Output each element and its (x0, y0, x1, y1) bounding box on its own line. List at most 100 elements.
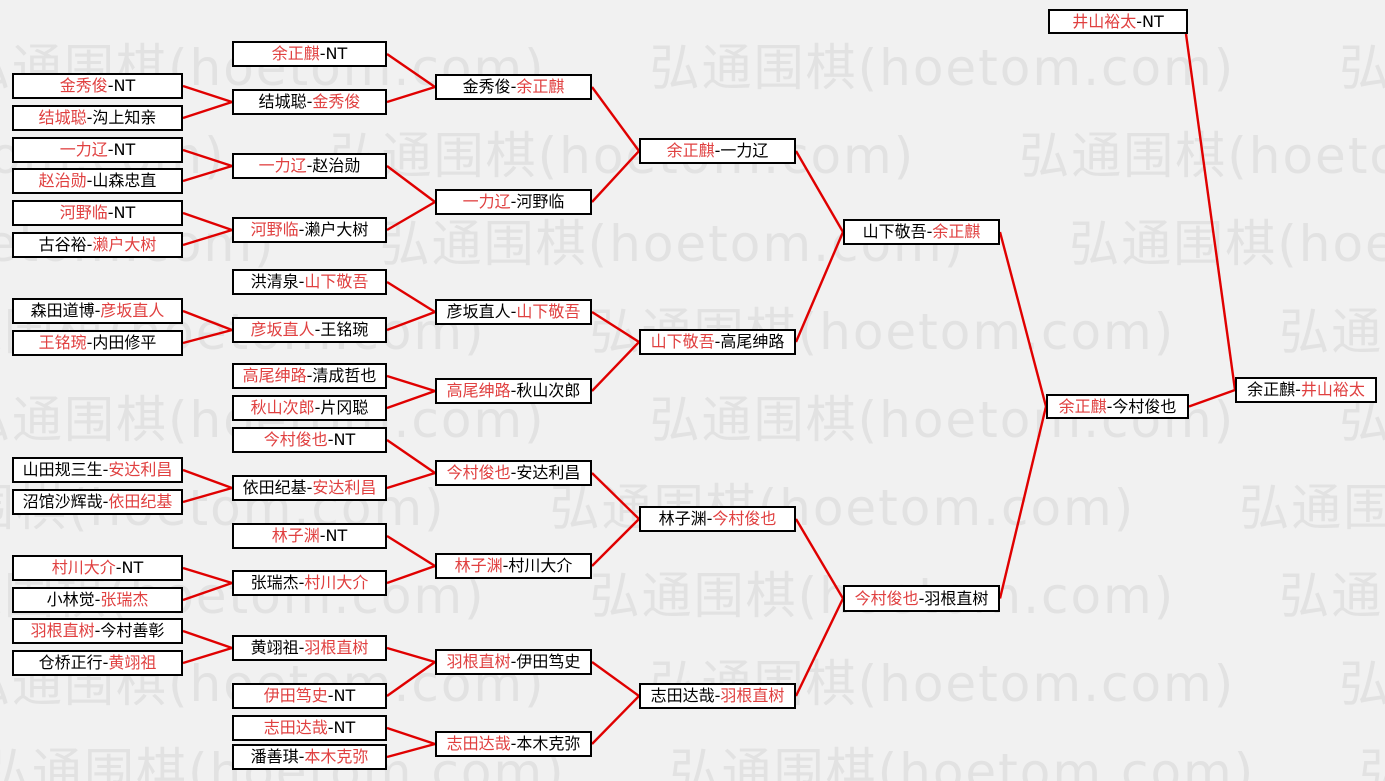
separator-dash: - (510, 652, 517, 671)
separator-dash: - (86, 108, 93, 127)
player-name-left: 依田纪基 (242, 478, 307, 497)
player-name-right: 彦坂直人 (100, 301, 165, 320)
player-name-right: 本木克弥 (304, 747, 369, 766)
separator-dash: - (510, 381, 517, 400)
separator-dash: - (510, 734, 517, 753)
match-box-b15: 志田达哉 - NT (232, 715, 387, 741)
separator-dash: - (314, 320, 321, 339)
player-name-left: 古谷裕 (38, 235, 87, 254)
match-box-b14: 伊田笃史 - NT (232, 683, 387, 709)
player-name-left: 小林觉 (46, 590, 95, 609)
player-name-left: 秋山次郎 (250, 398, 315, 417)
match-box-s1: 井山裕太 - NT (1048, 9, 1188, 34)
player-name-right: 村川大介 (508, 556, 573, 575)
separator-dash: - (510, 77, 517, 96)
separator-dash: - (298, 747, 305, 766)
watermark-text-row: 弘通围棋(hoetom.com) 弘通围棋(hoetom.com) 弘通围棋(h… (0, 215, 1385, 273)
match-box-b11: 林子渊 - NT (232, 523, 387, 549)
separator-dash: - (94, 301, 101, 320)
bracket-line-a2-b2 (182, 100, 233, 120)
match-box-c2: 一力辽 - 河野临 (435, 189, 592, 215)
player-name-left: 余正麒 (666, 141, 715, 160)
bracket-line-a13-b13 (182, 629, 233, 650)
player-name-right: 黄翊祖 (108, 653, 157, 672)
match-box-a5: 河野临 - NT (12, 200, 183, 226)
player-name-left: 志田达哉 (650, 686, 715, 705)
match-box-b12: 张瑞杰 - 村川大介 (232, 570, 387, 596)
separator-dash: - (115, 558, 122, 577)
player-name-right: 今村俊也 (1112, 396, 1177, 416)
match-box-b4: 河野临 - 濑户大树 (232, 217, 387, 243)
match-box-c6: 林子渊 - 村川大介 (435, 553, 592, 579)
player-name-right: NT (113, 140, 136, 159)
match-box-a4: 赵治勋 - 山森忠直 (12, 168, 183, 194)
match-box-b6: 彦坂直人 - 王铭琬 (232, 317, 387, 343)
separator-dash: - (94, 590, 101, 609)
separator-dash: - (510, 302, 517, 321)
separator-dash: - (714, 141, 721, 160)
separator-dash: - (510, 463, 517, 482)
player-name-right: 内田修平 (92, 333, 157, 352)
player-name-left: 余正麒 (1058, 396, 1107, 416)
player-name-left: 余正麒 (271, 44, 320, 63)
match-box-d4: 志田达哉 - 羽根直树 (639, 683, 796, 709)
match-box-a6: 古谷裕 - 濑户大树 (12, 232, 183, 258)
separator-dash: - (327, 718, 334, 737)
player-name-left: 伊田笃史 (263, 686, 328, 705)
separator-dash: - (298, 220, 305, 239)
player-name-left: 结城聪 (258, 92, 307, 111)
match-box-b1: 余正麒 - NT (232, 41, 387, 67)
player-name-left: 河野临 (59, 203, 108, 222)
player-name-left: 村川大介 (51, 558, 116, 577)
separator-dash: - (510, 192, 517, 211)
player-name-right: NT (113, 203, 136, 222)
player-name-left: 羽根直树 (446, 652, 511, 671)
player-name-right: 一力辽 (720, 141, 769, 160)
match-box-a12: 小林觉 - 张瑞杰 (12, 587, 183, 613)
player-name-left: 洪清泉 (250, 272, 299, 291)
separator-dash: - (918, 588, 925, 608)
match-box-b3: 一力辽 - 赵治勋 (232, 153, 387, 179)
separator-dash: - (298, 638, 305, 657)
player-name-right: 安达利昌 (108, 460, 173, 479)
separator-dash: - (107, 76, 114, 95)
player-name-left: 彦坂直人 (446, 302, 511, 321)
separator-dash: - (319, 526, 326, 545)
player-name-right: 山下敬吾 (304, 272, 369, 291)
player-name-left: 赵治勋 (38, 171, 87, 190)
separator-dash: - (1136, 11, 1143, 31)
match-box-b10: 依田纪基 - 安达利昌 (232, 475, 387, 501)
separator-dash: - (319, 44, 326, 63)
player-name-right: 赵治勋 (312, 156, 361, 175)
separator-dash: - (86, 333, 93, 352)
separator-dash: - (107, 203, 114, 222)
player-name-right: 安达利昌 (516, 463, 581, 482)
player-name-left: 志田达哉 (446, 734, 511, 753)
separator-dash: - (327, 686, 334, 705)
watermark-text-row: 弘通围棋(hoetom.com) 弘通围棋(hoetom.com) 弘通围棋(h… (0, 743, 1385, 781)
player-name-right: 濑户大树 (92, 235, 157, 254)
separator-dash: - (502, 556, 509, 575)
player-name-right: NT (325, 44, 348, 63)
player-name-left: 金秀俊 (59, 76, 108, 95)
player-name-right: 高尾绅路 (720, 332, 785, 351)
player-name-right: 王铭琬 (320, 320, 369, 339)
separator-dash: - (306, 92, 313, 111)
player-name-left: 一力辽 (258, 156, 307, 175)
player-name-right: 村川大介 (304, 573, 369, 592)
match-box-b7: 高尾绅路 - 清成哲也 (232, 363, 387, 389)
player-name-left: 一力辽 (59, 140, 108, 159)
player-name-right: 依田纪基 (108, 492, 173, 511)
separator-dash: - (102, 492, 109, 511)
watermark-text-row: 弘通围棋(hoetom.com) 弘通围棋(hoetom.com) 弘通围棋(h… (0, 39, 1385, 97)
player-name-left: 河野临 (250, 220, 299, 239)
player-name-left: 井山裕太 (1072, 11, 1137, 31)
separator-dash: - (714, 332, 721, 351)
player-name-right: 羽根直树 (304, 638, 369, 657)
separator-dash: - (107, 140, 114, 159)
match-box-b5: 洪清泉 - 山下敬吾 (232, 269, 387, 295)
player-name-right: 山下敬吾 (516, 302, 581, 321)
player-name-right: NT (1142, 11, 1164, 31)
match-box-a10: 沼馆沙辉哉 - 依田纪基 (12, 489, 183, 515)
